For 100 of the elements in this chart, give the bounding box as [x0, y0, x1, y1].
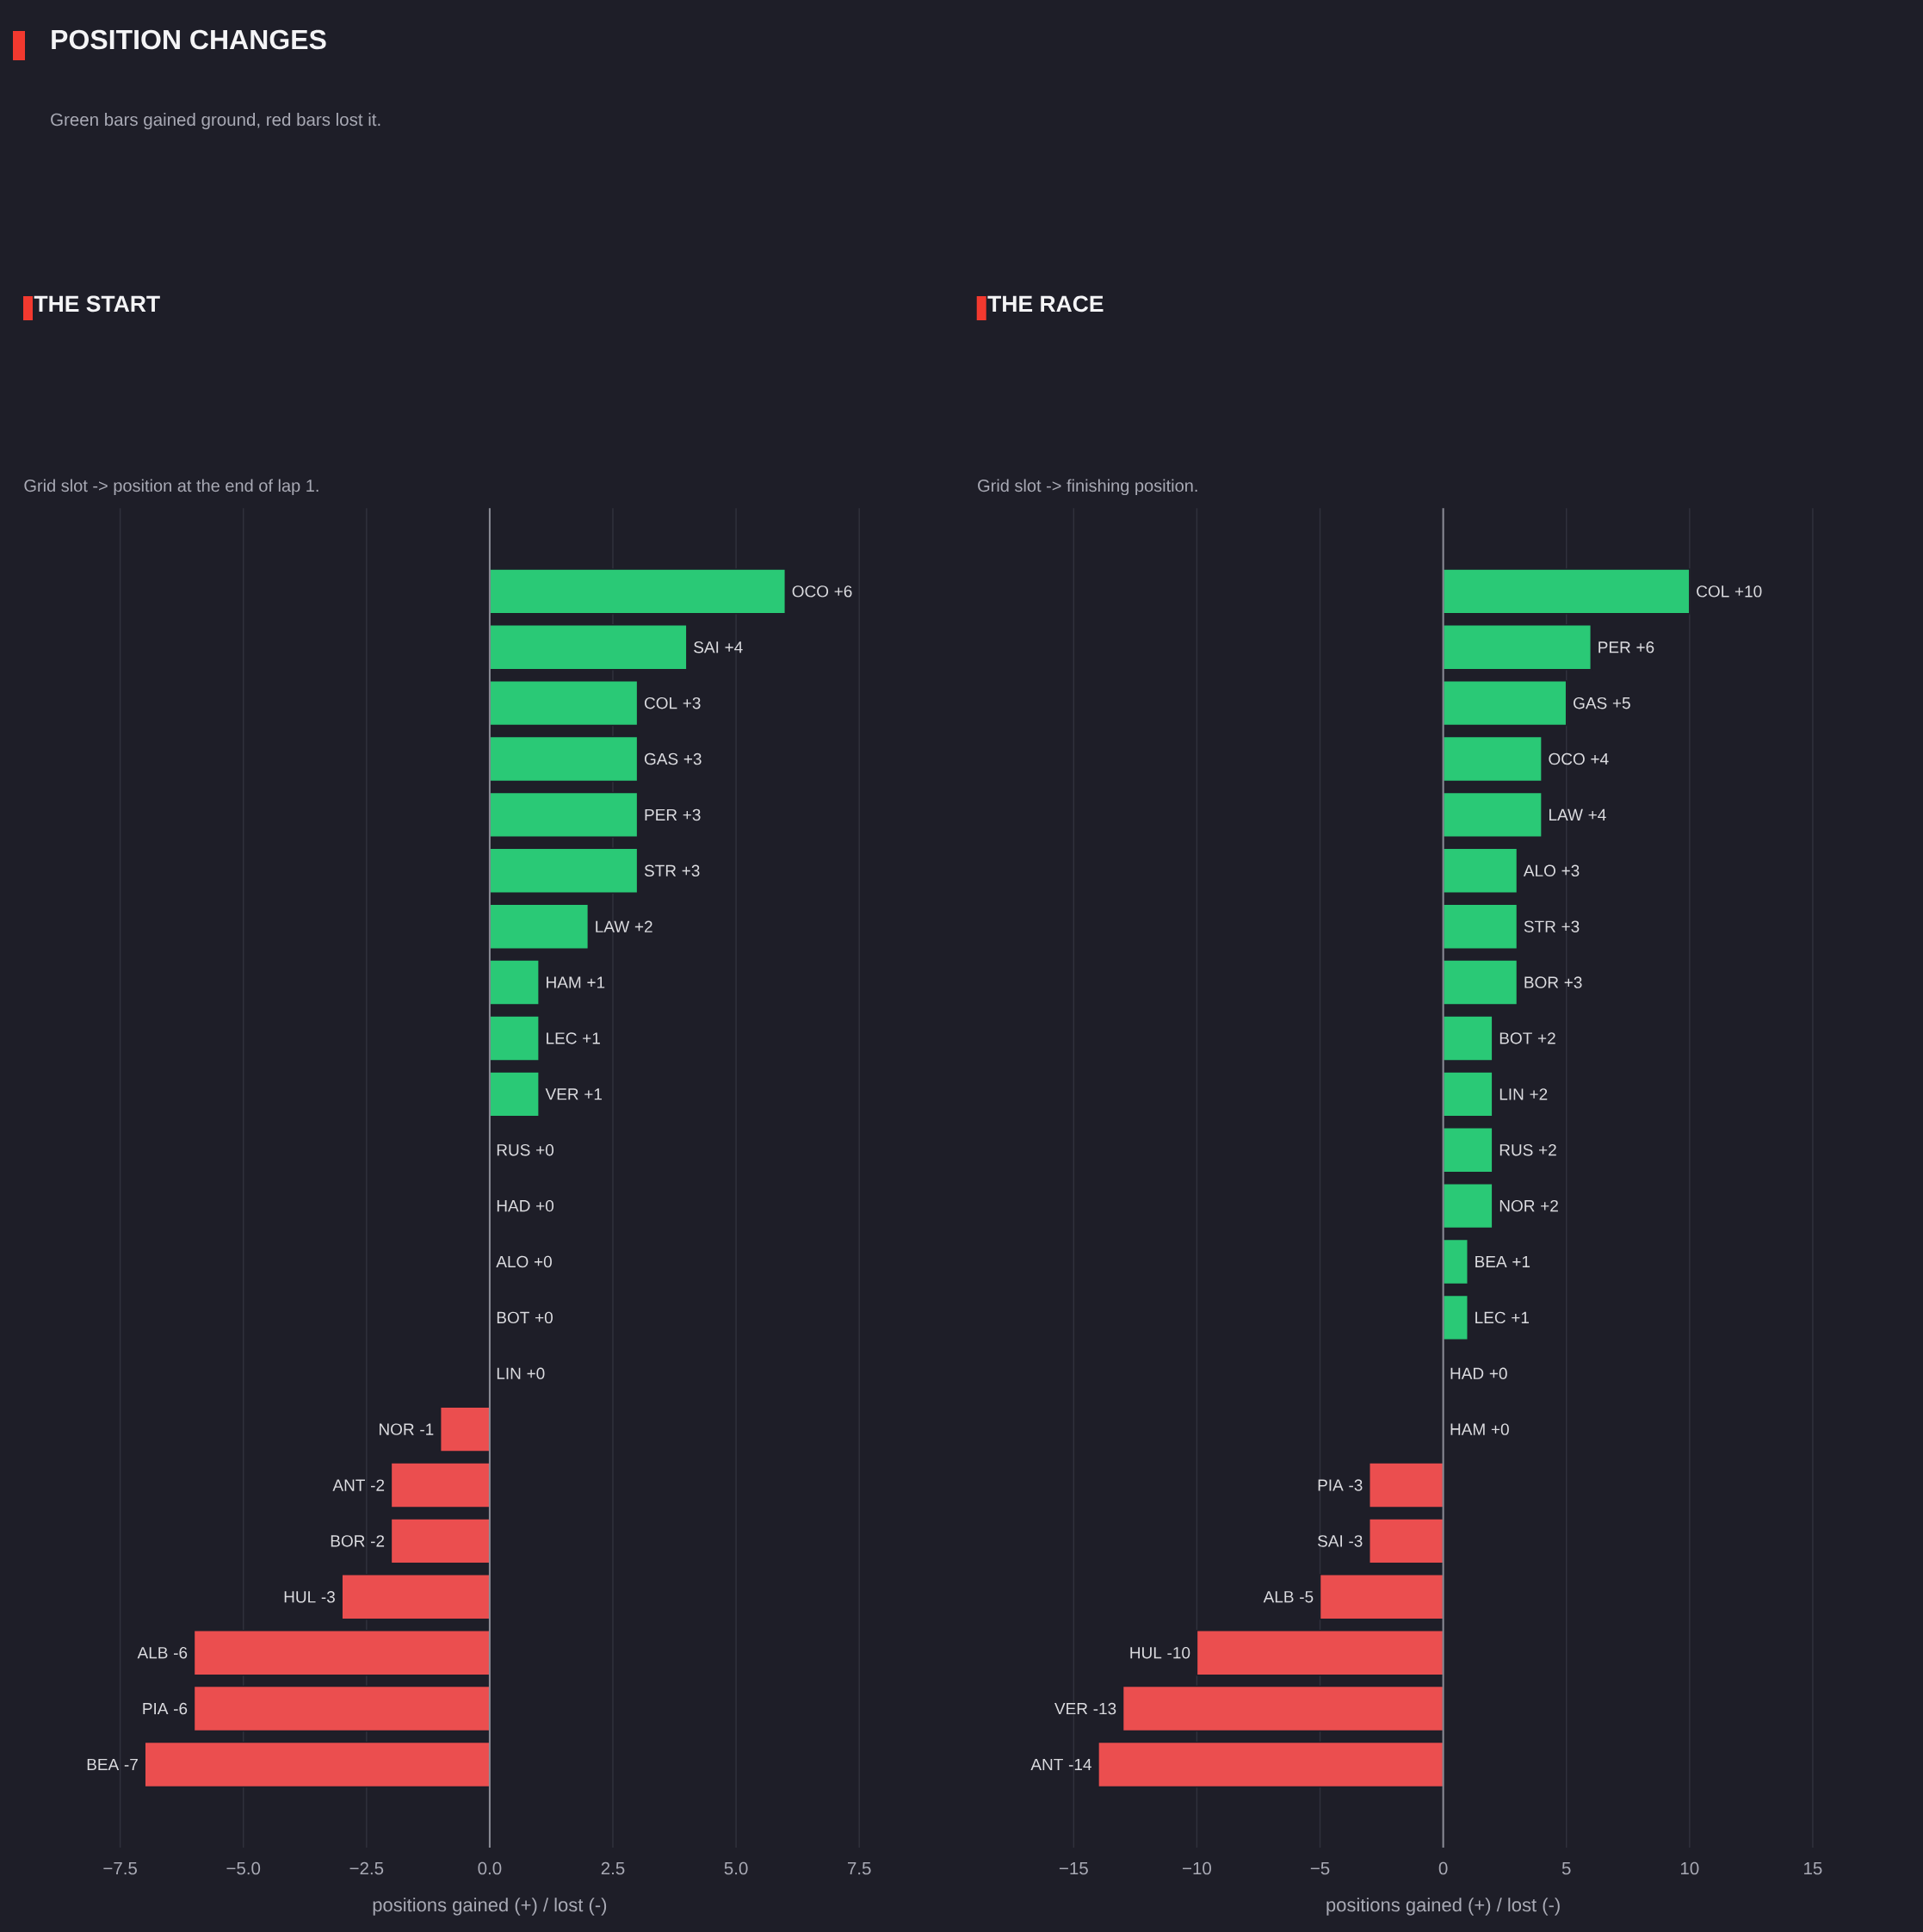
data-label: -7 — [124, 1758, 138, 1770]
bar — [1369, 1462, 1444, 1508]
data-label: -13 — [1093, 1702, 1116, 1715]
bar — [1098, 1741, 1444, 1788]
bar — [1442, 791, 1543, 839]
data-label: -5 — [1300, 1591, 1314, 1603]
x-tick-label: 0 — [1438, 1861, 1448, 1875]
data-label: -3 — [1349, 1535, 1363, 1547]
data-label: -2 — [370, 1535, 385, 1547]
x-tick-label: 10 — [1680, 1861, 1699, 1875]
category-label: COL — [644, 697, 677, 709]
x-tick-label: 2.5 — [601, 1861, 625, 1875]
data-label: +3 — [683, 697, 701, 709]
category-label: OCO — [1549, 752, 1585, 765]
category-label: LEC — [547, 1032, 577, 1044]
category-label: PIA — [1318, 1479, 1344, 1491]
x-tick-label: −10 — [1183, 1861, 1211, 1875]
chart-subtitle: Grid slot -> finishing position. — [978, 479, 1197, 496]
x-tick-label: −5 — [1310, 1862, 1330, 1875]
category-label: COL — [1697, 585, 1729, 598]
bar — [1442, 903, 1518, 950]
data-label: +2 — [1530, 1088, 1548, 1100]
data-label: +3 — [683, 808, 701, 821]
category-label: HAM — [547, 976, 581, 988]
data-label: +2 — [1539, 1143, 1556, 1156]
category-label: RUS — [1499, 1143, 1533, 1156]
bar — [1319, 1574, 1444, 1620]
bar — [1442, 624, 1592, 671]
data-label: +0 — [527, 1367, 545, 1379]
bar — [193, 1685, 491, 1732]
category-label: HUL — [1130, 1647, 1162, 1659]
bar — [489, 624, 688, 671]
category-label: ANT — [332, 1479, 365, 1491]
category-label: BOR — [1524, 976, 1559, 988]
bar — [489, 1071, 540, 1118]
x-axis-title: positions gained (+) / lost (-) — [373, 1898, 607, 1916]
data-label: +4 — [1591, 752, 1609, 765]
category-label: LIN — [497, 1367, 521, 1379]
x-axis-title: positions gained (+) / lost (-) — [1326, 1898, 1560, 1916]
category-label: VER — [545, 1088, 578, 1100]
category-label: ALB — [137, 1647, 168, 1659]
x-tick-label: 5.0 — [724, 1861, 748, 1875]
bar — [489, 791, 639, 839]
bar — [193, 1629, 491, 1676]
bar — [390, 1462, 491, 1508]
category-label: ALO — [496, 1255, 529, 1268]
data-label: +4 — [725, 641, 743, 653]
category-label: BOT — [1499, 1032, 1532, 1044]
bar — [489, 903, 590, 950]
category-label: SAI — [694, 641, 719, 653]
category-label: GAS — [1574, 697, 1607, 709]
chart-title: THE START — [34, 295, 160, 313]
bar — [489, 959, 540, 1006]
category-label: GAS — [644, 752, 678, 765]
data-label: +6 — [1636, 641, 1654, 653]
bar — [489, 1015, 540, 1062]
bar — [489, 847, 639, 895]
category-label: PER — [1598, 641, 1630, 653]
bar — [489, 679, 639, 727]
data-label: +4 — [1588, 808, 1606, 820]
data-label: +1 — [1512, 1311, 1530, 1323]
category-label: LAW — [596, 920, 630, 932]
category-label: ALB — [1263, 1591, 1294, 1603]
data-label: +1 — [583, 1032, 600, 1044]
category-label: STR — [1524, 920, 1556, 932]
data-label: +0 — [1491, 1423, 1509, 1435]
category-label: LEC — [1475, 1311, 1506, 1324]
category-label: OCO — [792, 585, 829, 598]
bar — [1442, 735, 1543, 783]
bar — [1442, 1071, 1493, 1118]
bar — [489, 568, 787, 615]
category-label: SAI — [1318, 1535, 1342, 1547]
bar — [1196, 1629, 1444, 1676]
data-label: -6 — [174, 1702, 188, 1715]
bar — [1442, 1294, 1469, 1341]
category-label: STR — [644, 864, 677, 877]
category-label: HAM — [1450, 1423, 1485, 1435]
bar — [1442, 847, 1518, 895]
data-label: -3 — [321, 1591, 335, 1603]
category-label: BEA — [87, 1758, 120, 1770]
bar — [144, 1741, 491, 1788]
data-label: +2 — [634, 920, 652, 932]
data-label: +1 — [584, 1088, 603, 1100]
data-label: +1 — [587, 976, 605, 988]
x-tick-label: 5 — [1561, 1862, 1571, 1875]
category-label: VER — [1054, 1703, 1088, 1715]
data-label: +0 — [536, 1143, 554, 1156]
data-label: +0 — [534, 1255, 552, 1268]
data-label: +3 — [1564, 976, 1582, 988]
bar — [489, 735, 639, 783]
category-label: ANT — [1030, 1758, 1063, 1770]
text: Green bars gained ground, red bars lost it. — [51, 113, 380, 130]
category-label: LIN — [1499, 1088, 1524, 1100]
bar — [341, 1574, 491, 1620]
bar — [1122, 1685, 1444, 1732]
data-label: +3 — [1561, 864, 1580, 877]
chart-subtitle: Grid slot -> position at the end of lap 1. — [24, 479, 318, 496]
data-label: +1 — [1512, 1255, 1530, 1268]
category-label: BEA — [1475, 1255, 1507, 1268]
data-label: -2 — [370, 1479, 385, 1491]
